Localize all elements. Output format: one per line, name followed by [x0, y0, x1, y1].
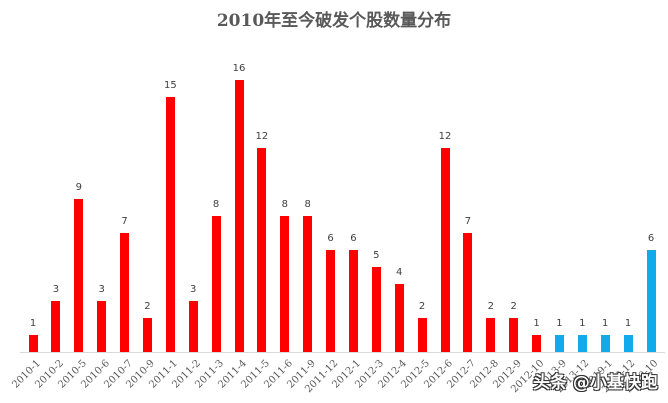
data-label: 2: [418, 301, 426, 312]
bar-2010-6: [97, 301, 107, 352]
data-label: 1: [602, 318, 609, 329]
x-axis-line: [20, 352, 665, 353]
bar-2013-9: [554, 335, 564, 352]
bar-2011-3: [211, 216, 221, 352]
data-label: 6: [327, 233, 334, 244]
bar-2010-2: [51, 301, 61, 352]
data-label: 4: [396, 267, 403, 278]
data-label: 8: [281, 199, 288, 210]
data-label: 15: [163, 80, 177, 91]
data-label: 6: [350, 233, 357, 244]
bar-2010-1: [28, 335, 38, 352]
bar-2012-6: [440, 148, 450, 352]
data-label: 5: [373, 250, 380, 261]
bar-2020-10: [646, 250, 656, 352]
data-label: 2: [487, 301, 494, 312]
bar-2010-7: [120, 233, 130, 352]
bar-2010-9: [142, 318, 152, 352]
bar-2011-4: [234, 80, 244, 352]
bar-2019-1: [600, 335, 610, 352]
data-label: 9: [75, 182, 82, 193]
bar-2010-5: [74, 199, 84, 352]
bar-2012-5: [417, 318, 427, 352]
bar-2012-10: [532, 335, 542, 352]
bar-2011-9: [303, 216, 313, 352]
data-label: 3: [52, 284, 60, 295]
data-label: 2: [144, 301, 151, 312]
data-label: 1: [29, 318, 37, 329]
data-label: 1: [533, 318, 540, 329]
data-label: 8: [304, 199, 311, 210]
data-label: 12: [438, 131, 452, 142]
chart-title: 2010年至今破发个股数量分布: [216, 11, 452, 31]
bar-2012-4: [394, 284, 404, 352]
data-label: 7: [121, 216, 128, 227]
data-label: 12: [255, 131, 269, 142]
data-label: 8: [212, 199, 220, 210]
bar-2012-9: [509, 318, 519, 352]
bar-2019-12: [623, 335, 633, 352]
bar-2012-7: [463, 233, 473, 352]
bar-2013-12: [577, 335, 587, 352]
data-label: 7: [464, 216, 472, 227]
data-label: 6: [647, 233, 655, 244]
data-label: 3: [98, 284, 105, 295]
data-label: 1: [579, 318, 586, 329]
bar-2011-1: [165, 97, 175, 352]
bar-2012-1: [348, 250, 358, 352]
data-label: 1: [624, 318, 632, 329]
data-label: 2: [510, 301, 517, 312]
watermark: 头条 @小基快跑: [533, 373, 658, 393]
bar-2011-12: [326, 250, 336, 352]
bar-2012-3: [371, 267, 381, 352]
data-label: 3: [190, 284, 197, 295]
bar-2011-2: [188, 301, 198, 352]
bar-2012-8: [486, 318, 496, 352]
bar-2011-5: [257, 148, 267, 352]
bar-2011-6: [280, 216, 290, 352]
data-label: 1: [556, 318, 563, 329]
data-label: 16: [232, 63, 246, 74]
